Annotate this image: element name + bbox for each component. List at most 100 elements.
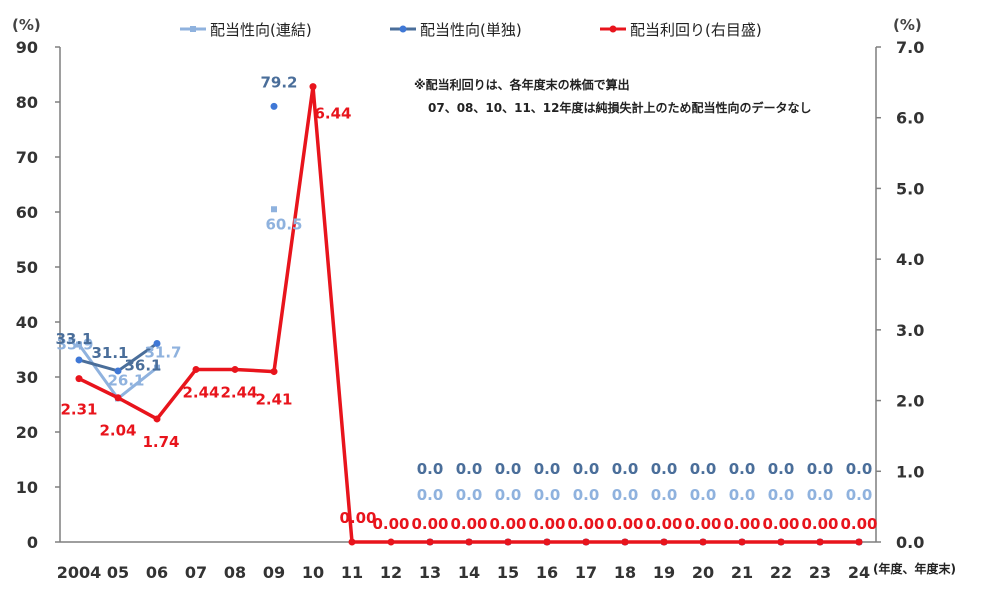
x-tick-label: 10	[302, 563, 324, 582]
yield-value-label: 0.00	[450, 515, 487, 533]
standalone-point	[270, 102, 278, 110]
yield-value-label: 0.00	[567, 515, 604, 533]
yield-point	[777, 538, 785, 546]
yield-point	[504, 538, 512, 546]
yield-point	[816, 538, 824, 546]
standalone-value-label: 79.2	[260, 73, 297, 91]
consolidated-point	[76, 341, 82, 348]
right-tick-label: 5.0	[896, 179, 924, 198]
legend-item: 配当性向(連結)	[180, 21, 312, 39]
left-tick-label: 50	[16, 258, 38, 277]
x-tick-label: 16	[536, 563, 558, 582]
consolidated-value-label: 0.0	[534, 486, 561, 504]
x-tick-label: 2004	[57, 563, 102, 582]
x-tick-label: 20	[692, 563, 714, 582]
legend-marker-square	[190, 26, 196, 32]
yield-point	[231, 365, 239, 373]
yield-point	[192, 365, 200, 373]
yield-value-label: 0.00	[339, 509, 376, 527]
yield-point	[660, 538, 668, 546]
standalone-point	[75, 356, 83, 364]
yield-value-label: 2.31	[60, 401, 97, 419]
x-axis-unit: (年度、年度末)	[873, 561, 956, 576]
yield-point	[855, 538, 863, 546]
left-tick-label: 90	[16, 38, 38, 57]
consolidated-point	[154, 364, 160, 371]
yield-point	[153, 415, 161, 423]
x-tick-label: 15	[497, 563, 519, 582]
standalone-value-label: 0.0	[846, 460, 873, 478]
standalone-value-label: 0.0	[690, 460, 717, 478]
x-tick-label: 22	[770, 563, 792, 582]
yield-value-label: 0.00	[840, 515, 877, 533]
standalone-value-label: 0.0	[534, 460, 561, 478]
standalone-value-label: 31.1	[91, 344, 128, 362]
yield-value-label: 1.74	[142, 433, 179, 451]
yield-value-label: 0.00	[411, 515, 448, 533]
legend-marker-dot	[609, 25, 617, 33]
left-tick-label: 40	[16, 313, 38, 332]
yield-point	[738, 538, 746, 546]
standalone-value-label: 36.1	[124, 356, 161, 374]
standalone-value-label: 0.0	[495, 460, 522, 478]
right-axis-unit: (%)	[893, 16, 922, 34]
left-tick-label: 30	[16, 368, 38, 387]
axes: 0 10 20 30 40 50 60 70 80 90 0.0 1.0 2.0 3.0 4.0 5.0 6.0…	[12, 16, 956, 582]
consolidated-value-label: 0.0	[612, 486, 639, 504]
left-tick-label: 60	[16, 203, 38, 222]
legend-item: 配当性向(単独)	[390, 21, 522, 39]
legend: 配当性向(連結) 配当性向(単独) 配当利回り(右目盛)	[180, 21, 762, 39]
series-lines	[75, 83, 863, 546]
right-tick-label: 7.0	[896, 38, 924, 57]
x-tick-label: 18	[614, 563, 636, 582]
consolidated-value-label: 60.5	[265, 215, 302, 233]
right-tick-label: 3.0	[896, 321, 924, 340]
x-tick-label: 09	[263, 563, 285, 582]
standalone-point	[114, 367, 122, 375]
standalone-value-label: 0.0	[768, 460, 795, 478]
yield-point	[426, 538, 434, 546]
standalone-value-label: 0.0	[651, 460, 678, 478]
yield-value-label: 0.00	[645, 515, 682, 533]
standalone-point	[153, 339, 161, 347]
right-tick-label: 4.0	[896, 250, 924, 269]
yield-value-label: 6.44	[314, 105, 351, 123]
note-line-2: 07、08、10、11、12年度は純損失計上のため配当性向のデータなし	[428, 100, 812, 115]
standalone-value-label: 0.0	[729, 460, 756, 478]
legend-label: 配当性向(単独)	[420, 21, 522, 39]
yield-value-label: 0.00	[684, 515, 721, 533]
data-labels: 35.9 26.131.7 60.5 0.0 0.0 0.0 0.0 0.0 0.0 0.0 0.0…	[55, 73, 877, 533]
right-tick-label: 2.0	[896, 392, 924, 411]
left-tick-label: 20	[16, 423, 38, 442]
standalone-value-label: 0.0	[417, 460, 444, 478]
x-tick-label: 13	[419, 563, 441, 582]
yield-point	[699, 538, 707, 546]
yield-value-label: 2.04	[99, 422, 136, 440]
yield-point	[114, 394, 122, 402]
yield-value-label: 0.00	[528, 515, 565, 533]
consolidated-value-label: 31.7	[144, 344, 181, 362]
consolidated-value-label: 0.0	[417, 486, 444, 504]
standalone-value-label: 0.0	[612, 460, 639, 478]
yield-point	[270, 368, 278, 376]
consolidated-value-label: 35.9	[56, 336, 93, 354]
yield-value-label: 0.00	[762, 515, 799, 533]
consolidated-value-label: 0.0	[729, 486, 756, 504]
x-tick-label: 06	[146, 563, 168, 582]
note-line-1: ※配当利回りは、各年度末の株価で算出	[414, 77, 630, 92]
yield-value-label: 2.44	[220, 383, 257, 401]
x-tick-label: 19	[653, 563, 675, 582]
standalone-value-label: 0.0	[573, 460, 600, 478]
x-tick-label: 17	[575, 563, 597, 582]
legend-label: 配当利回り(右目盛)	[630, 21, 762, 39]
yield-point	[75, 375, 83, 383]
consolidated-value-label: 0.0	[495, 486, 522, 504]
consolidated-value-label: 0.0	[690, 486, 717, 504]
left-tick-label: 0	[27, 533, 38, 552]
consolidated-value-label: 0.0	[768, 486, 795, 504]
right-tick-label: 6.0	[896, 109, 924, 128]
consolidated-value-label: 0.0	[807, 486, 834, 504]
consolidated-value-label: 26.1	[107, 371, 144, 389]
x-tick-label: 08	[224, 563, 246, 582]
